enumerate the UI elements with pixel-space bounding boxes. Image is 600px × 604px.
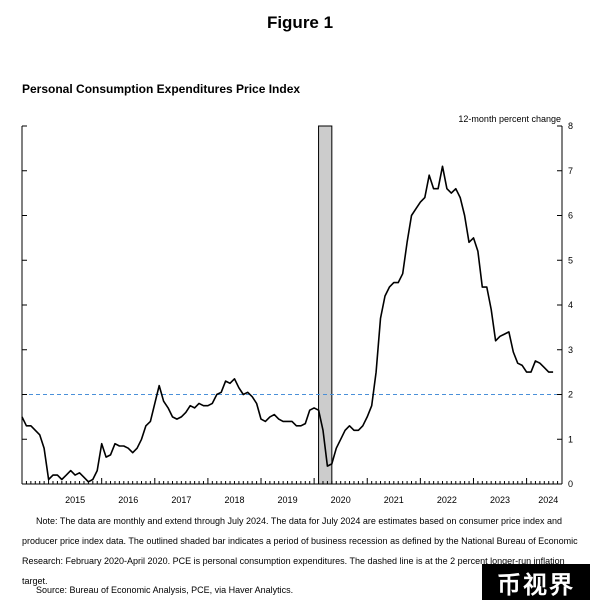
- y-tick-label: 6: [568, 211, 573, 221]
- recession-bar: [318, 125, 333, 485]
- axes: 0 1 2 3 4 5 6 7 8 2015 2016 2017 2018 2019 2020 2021 202…: [21, 121, 573, 505]
- figure-title: Figure 1: [266, 13, 334, 32]
- chart-note: Note: The data are monthly and extend th…: [22, 516, 578, 586]
- x-tick-label: 2015: [65, 495, 85, 505]
- y-tick-label: 1: [568, 434, 573, 444]
- x-tick-label: 2018: [224, 495, 244, 505]
- y-tick-label: 5: [568, 255, 573, 265]
- x-tick-label: 2020: [331, 495, 351, 505]
- watermark-logo: 币视界: [482, 564, 590, 600]
- y-tick-label: 2: [568, 390, 573, 400]
- x-tick-label: 2022: [437, 495, 457, 505]
- y-axis-label: 12-month percent change: [458, 114, 561, 124]
- recession-layer: [318, 125, 333, 485]
- pce-line-chart: 0 1 2 3 4 5 6 7 8 2015 2016 2017 2018 2019 2020 2021 202…: [21, 114, 573, 505]
- y-tick-label: 7: [568, 166, 573, 176]
- pce-series-line: [21, 165, 554, 483]
- x-tick-label: 2019: [278, 495, 298, 505]
- x-tick-label: 2023: [490, 495, 510, 505]
- series-layer: [21, 165, 554, 483]
- x-tick-label: 2017: [171, 495, 191, 505]
- x-tick-label: 2024: [538, 495, 558, 505]
- y-tick-label: 0: [568, 479, 573, 489]
- x-tick-label: 2021: [384, 495, 404, 505]
- y-tick-label: 4: [568, 300, 573, 310]
- y-tick-label: 3: [568, 345, 573, 355]
- x-tick-label: 2016: [118, 495, 138, 505]
- y-tick-label: 8: [568, 121, 573, 131]
- chart-source: Source: Bureau of Economic Analysis, PCE…: [36, 585, 294, 595]
- chart-title: Personal Consumption Expenditures Price …: [22, 82, 301, 96]
